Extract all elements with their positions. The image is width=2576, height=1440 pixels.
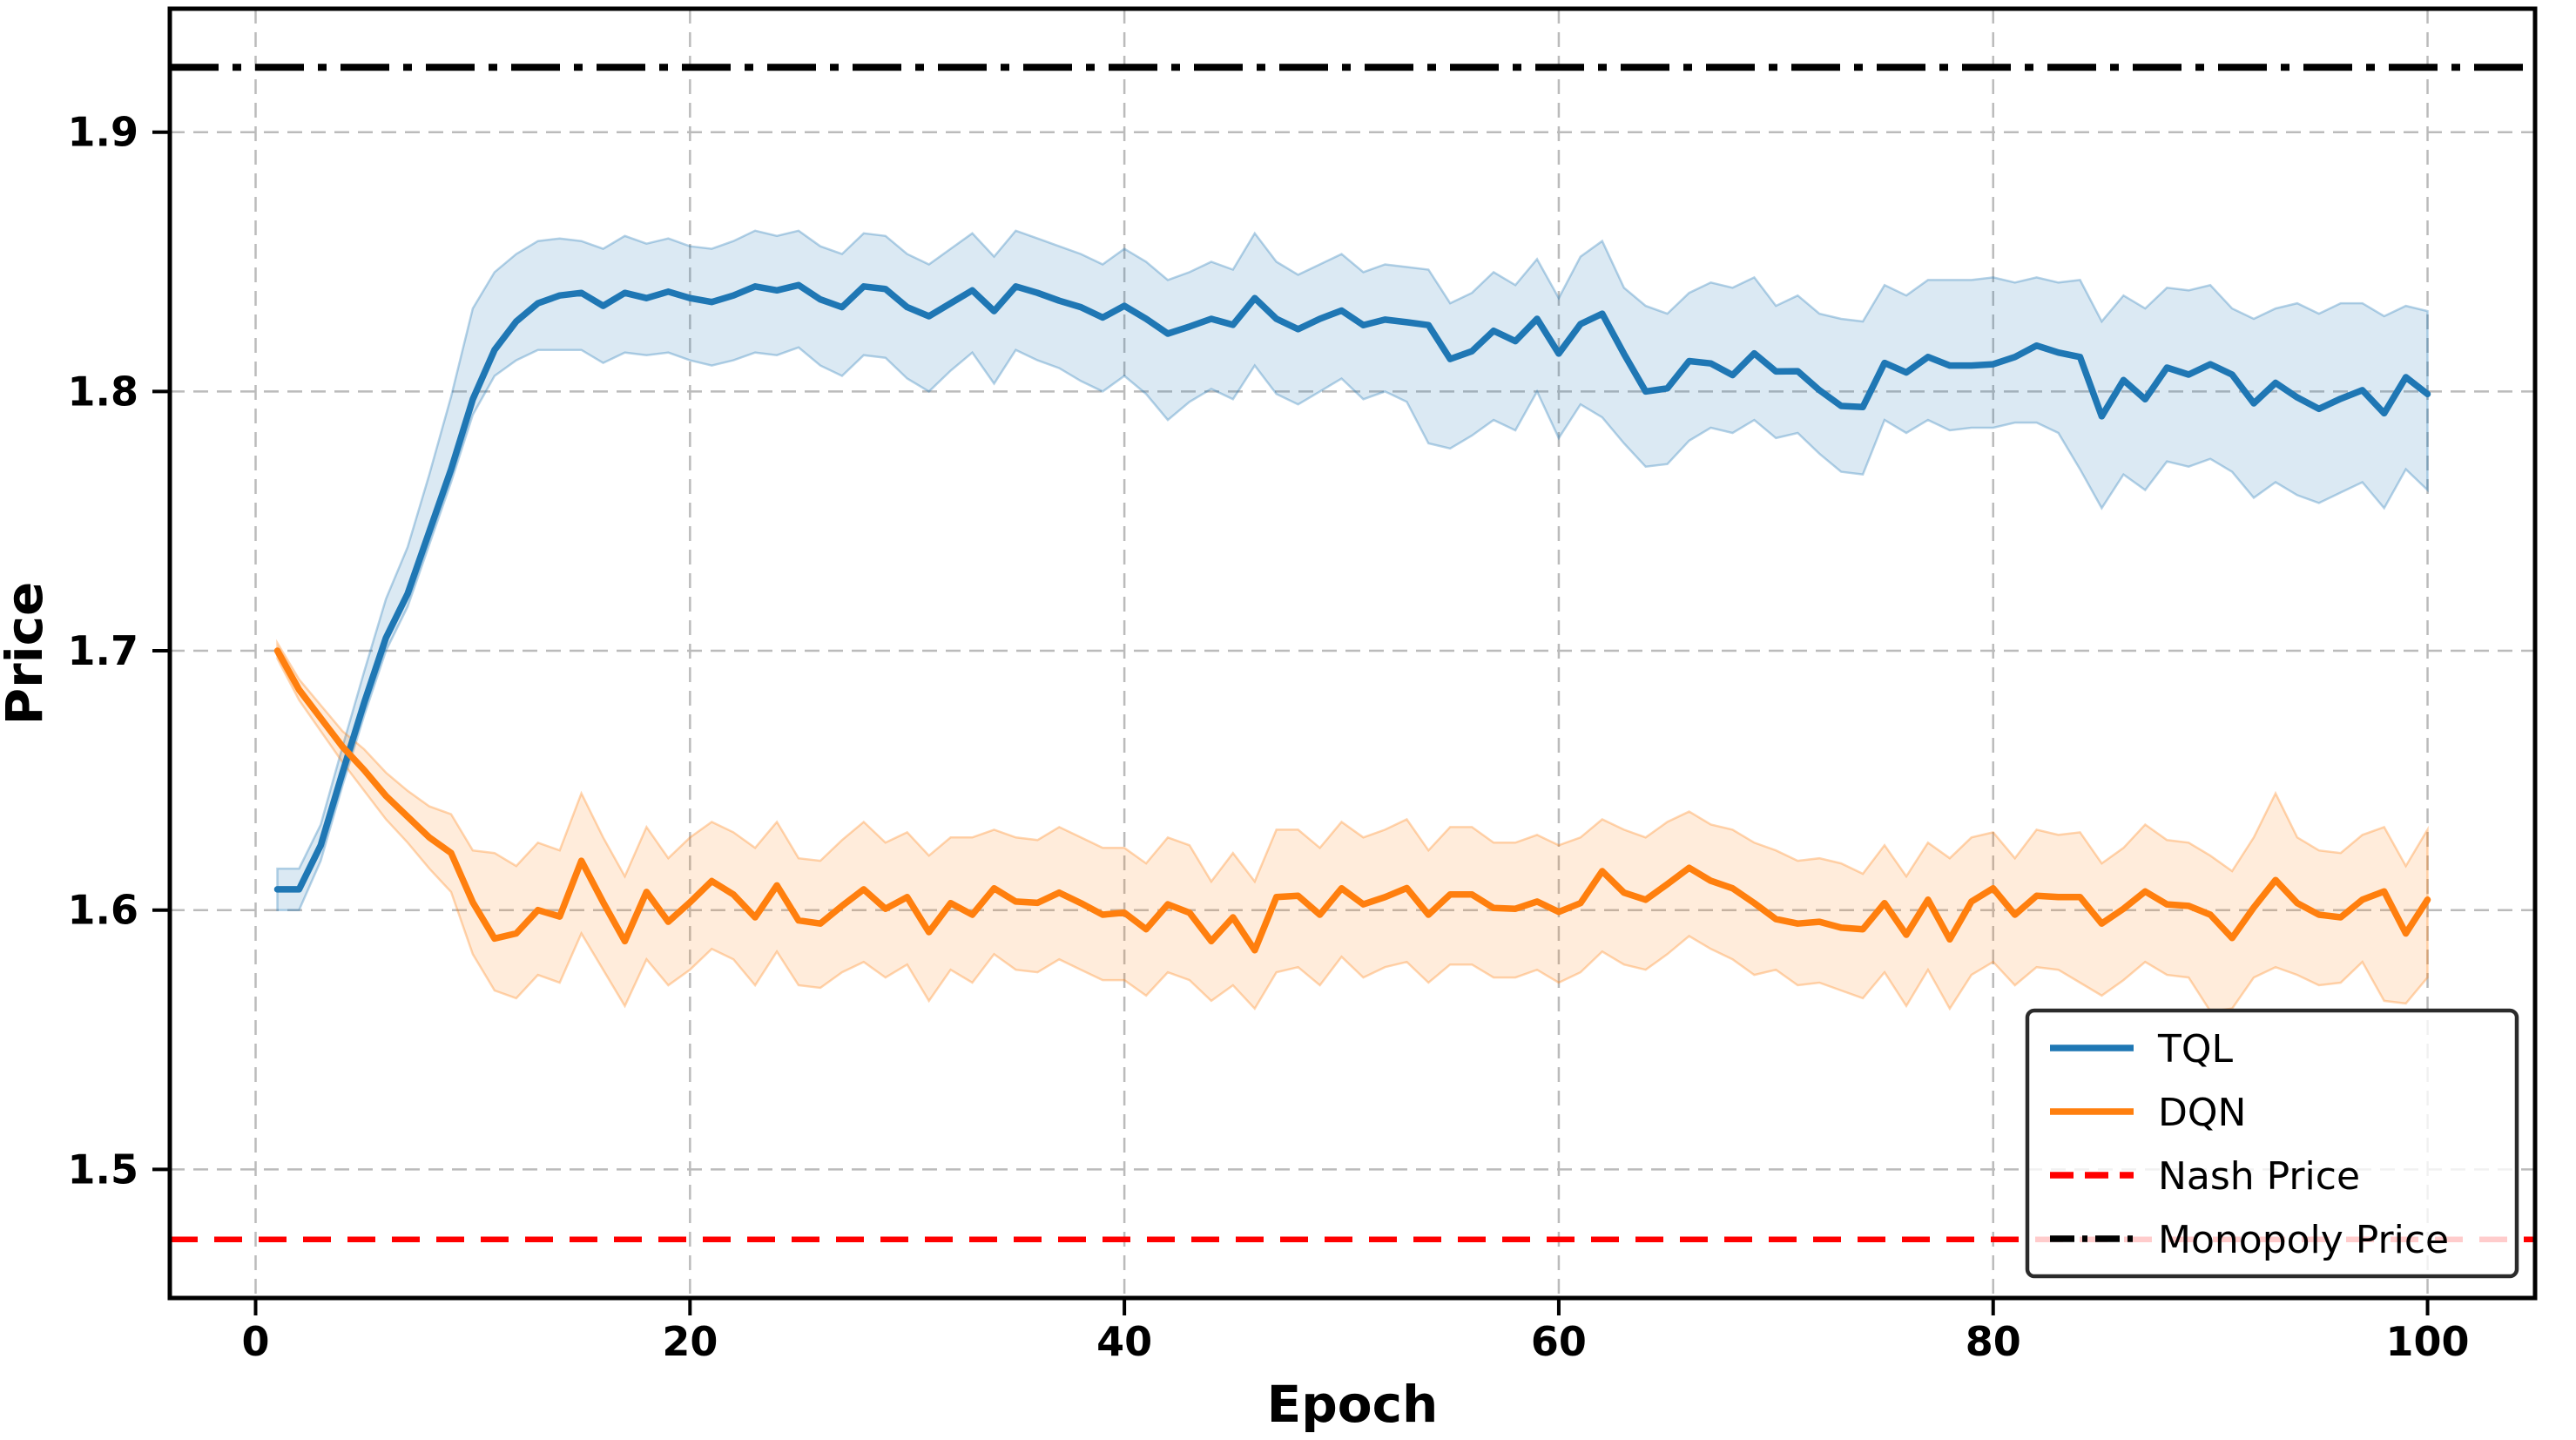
legend: TQL DQN Nash Price Monopoly Price xyxy=(2025,1008,2519,1279)
y-tick-label-1.6: 1.6 xyxy=(68,887,139,934)
legend-box xyxy=(2025,1008,2519,1279)
gridlines xyxy=(170,9,2535,1298)
plot-border xyxy=(167,6,2538,1301)
legend-label-monopoly-price: Monopoly Price xyxy=(2158,1218,2449,1262)
x-tick-label-80: 80 xyxy=(1966,1318,2021,1365)
legend-label-tql: TQL xyxy=(2157,1027,2234,1072)
tick-labels: 0 20 40 60 80 100 1.5 1.6 1.7 1.8 1.9 xyxy=(68,109,2470,1365)
x-axis-label: Epoch xyxy=(1267,1375,1439,1434)
band-dqn xyxy=(276,639,2429,1013)
y-tick-label-1.5: 1.5 xyxy=(68,1146,139,1193)
x-tick-label-40: 40 xyxy=(1096,1318,1152,1365)
confidence-bands xyxy=(276,229,2429,1013)
x-tick-label-60: 60 xyxy=(1531,1318,1587,1365)
y-axis-label: Price xyxy=(0,582,54,726)
line-tql xyxy=(273,281,2431,893)
x-tick-label-100: 100 xyxy=(2386,1318,2470,1365)
y-tick-label-1.8: 1.8 xyxy=(68,368,139,415)
series-lines xyxy=(273,281,2431,954)
legend-label-nash-price: Nash Price xyxy=(2158,1154,2360,1199)
y-tick-label-1.9: 1.9 xyxy=(68,109,139,156)
x-tick-label-0: 0 xyxy=(242,1318,270,1365)
y-tick-label-1.7: 1.7 xyxy=(68,627,139,674)
line-dqn xyxy=(273,647,2431,954)
legend-label-dqn: DQN xyxy=(2158,1091,2246,1135)
band-tql xyxy=(276,229,2429,911)
axes-spines xyxy=(152,6,2538,1315)
x-tick-label-20: 20 xyxy=(662,1318,718,1365)
